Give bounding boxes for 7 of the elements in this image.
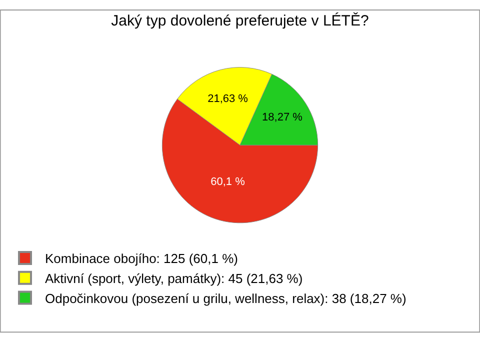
- data-label: 21,63 %: [208, 92, 248, 105]
- data-label: 60,1 %: [210, 176, 246, 188]
- legend-label: Odpočinkovou (posezení u grilu, wellness, relax): 38 (18,27 %): [45, 290, 406, 306]
- data-label: 18,27 %: [262, 112, 303, 124]
- legend-label: Aktivní (sport, výlety, památky): 45 (21,63 %): [45, 270, 303, 286]
- legend-label: Kombinace obojího: 125 (60,1 %): [45, 251, 238, 266]
- chart-title: Jaký typ dovolené preferujete v LÉTĚ?: [111, 12, 369, 30]
